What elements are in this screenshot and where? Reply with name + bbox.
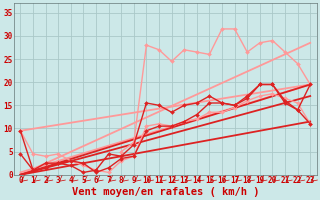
X-axis label: Vent moyen/en rafales ( km/h ): Vent moyen/en rafales ( km/h ) [72, 187, 259, 197]
